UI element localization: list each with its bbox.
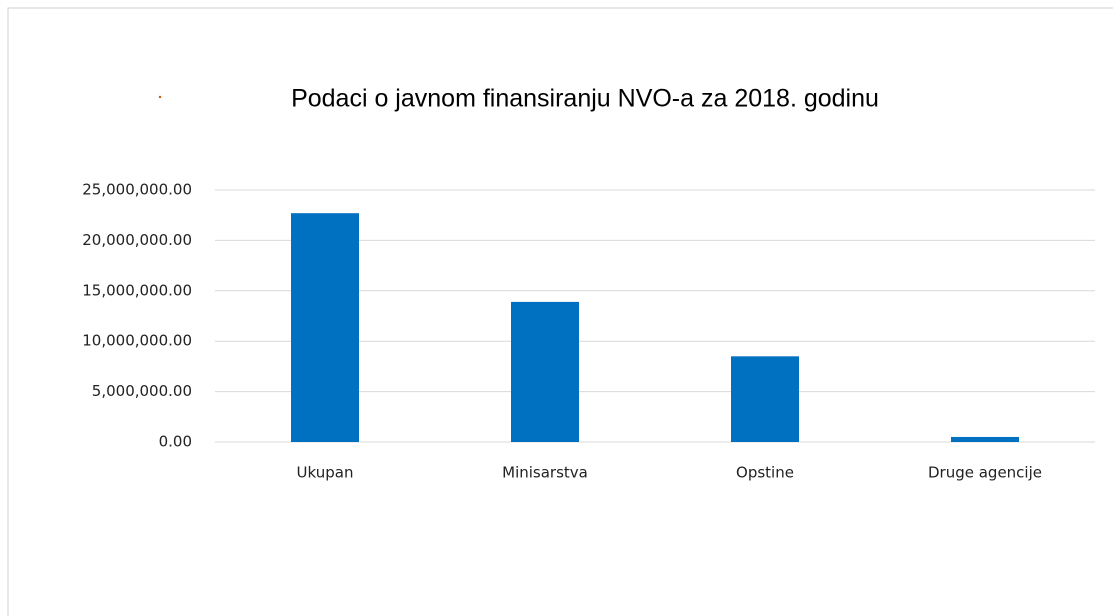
x-tick-label: Minisarstva (502, 464, 588, 482)
y-tick-label: 15,000,000.00 (82, 281, 192, 299)
bar (511, 301, 579, 442)
y-tick-label: 20,000,000.00 (82, 231, 192, 249)
title-dot (158, 95, 162, 99)
y-tick-label: 25,000,000.00 (82, 181, 192, 199)
x-tick-label: Druge agencije (928, 464, 1042, 482)
bar (291, 213, 359, 442)
x-tick-label: Opstine (736, 464, 794, 482)
chart-title: Podaci o javnom finansiranju NVO-a za 20… (291, 85, 879, 113)
y-tick-label: 10,000,000.00 (82, 332, 192, 350)
x-tick-label: Ukupan (297, 464, 354, 482)
y-tick-label: 0.00 (159, 433, 192, 451)
bar (731, 356, 799, 442)
y-tick-label: 5,000,000.00 (92, 382, 192, 400)
bar (951, 436, 1019, 442)
